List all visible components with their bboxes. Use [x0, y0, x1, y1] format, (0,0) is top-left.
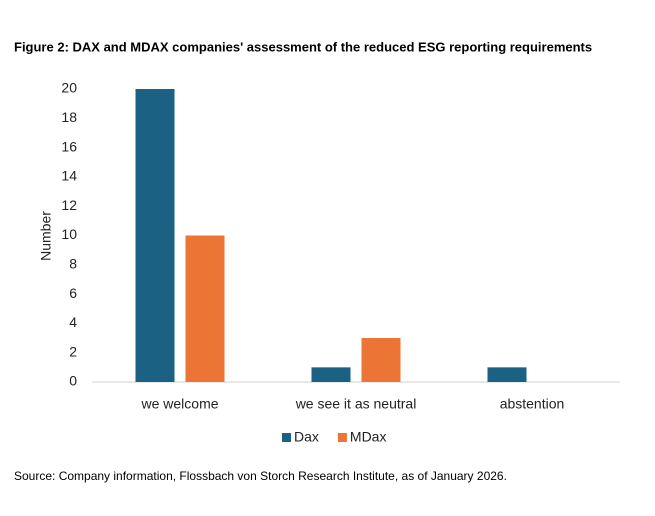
y-tick-label: 8 — [69, 256, 77, 272]
y-axis-label: Number — [38, 211, 54, 261]
bar — [135, 89, 175, 382]
y-tick-label: 4 — [69, 314, 77, 330]
legend-label: MDax — [350, 429, 387, 445]
x-tick-label: abstention — [500, 396, 565, 412]
source-note: Source: Company information, Flossbach v… — [14, 469, 507, 483]
y-tick-label: 12 — [61, 197, 77, 213]
y-tick-label: 18 — [61, 109, 77, 125]
x-tick-label: we welcome — [140, 396, 218, 412]
bar — [361, 338, 401, 382]
chart-title: Figure 2: DAX and MDAX companies' assess… — [14, 39, 592, 54]
bar — [185, 235, 225, 382]
y-tick-label: 10 — [61, 226, 77, 242]
y-tick-label: 14 — [61, 168, 77, 184]
legend-label: Dax — [294, 429, 319, 445]
x-tick-label: we see it as neutral — [295, 396, 417, 412]
bar — [487, 367, 527, 382]
bar — [311, 367, 351, 382]
y-tick-label: 2 — [69, 343, 77, 359]
y-tick-label: 20 — [61, 80, 77, 96]
y-tick-label: 6 — [69, 285, 77, 301]
y-tick-label: 16 — [61, 138, 77, 154]
y-tick-label: 0 — [69, 373, 77, 389]
legend-swatch — [337, 433, 347, 442]
legend-swatch — [282, 433, 291, 442]
